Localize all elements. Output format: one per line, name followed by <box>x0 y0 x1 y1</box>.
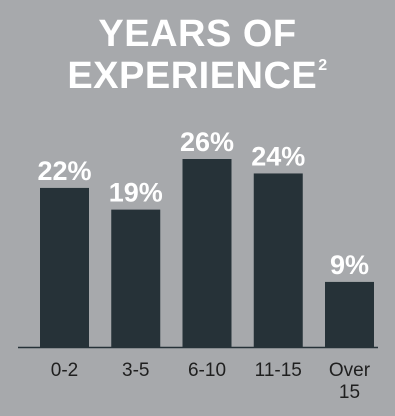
x-tick-label-line: Over <box>329 360 371 381</box>
footnote-marker: 2 <box>318 57 328 75</box>
x-tick-label: 11-15 <box>255 360 302 381</box>
chart-title-line-1: YEARS OF <box>98 13 297 55</box>
x-tick-labels-group: 0-2 3-5 6-10 11-15 Over 15 <box>51 360 371 403</box>
value-label: 26% <box>180 127 234 157</box>
x-tick-label-line: 11-15 <box>255 360 302 381</box>
x-tick-label: 6-10 <box>188 360 226 381</box>
value-label: 19% <box>109 178 163 208</box>
bar-6-10 <box>182 159 232 347</box>
x-tick-label: Over 15 <box>329 360 371 403</box>
x-tick-label-line: 0-2 <box>51 360 78 381</box>
x-tick-label-line: 6-10 <box>188 360 226 381</box>
x-tick-label: 3-5 <box>122 360 149 381</box>
value-labels-group: 22% 19% 26% 24% 9% <box>37 127 369 280</box>
x-tick-label-line: 15 <box>339 382 360 403</box>
bar-0-2 <box>40 187 89 347</box>
value-label: 9% <box>330 250 369 280</box>
chart-title-line-2-text: EXPERIENCE <box>67 55 318 97</box>
bar-11-15 <box>253 173 303 347</box>
value-label: 22% <box>37 156 91 186</box>
x-tick-label: 0-2 <box>51 360 78 381</box>
chart-title-line-2: EXPERIENCE2 <box>0 56 395 96</box>
x-tick-label-line: 3-5 <box>122 360 149 381</box>
bar-3-5 <box>111 209 161 347</box>
bars-group <box>40 159 374 347</box>
bar-over-15 <box>325 281 374 347</box>
value-label: 24% <box>251 141 305 171</box>
